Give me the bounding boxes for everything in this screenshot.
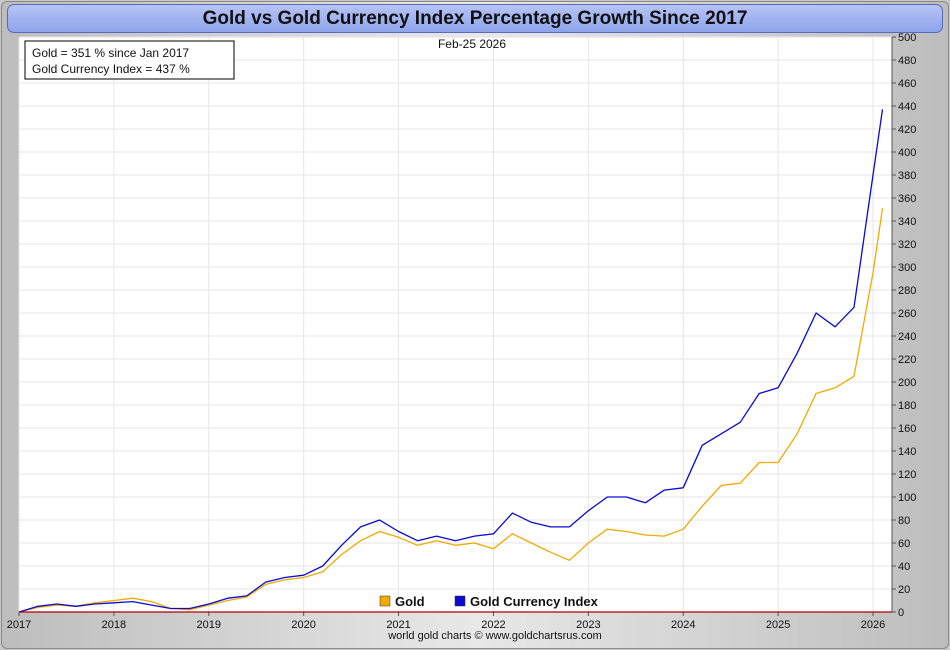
annotation-gci: Gold Currency Index = 437 % xyxy=(32,62,190,76)
y-tick-label: 100 xyxy=(898,492,916,504)
x-tick-label: 2026 xyxy=(861,619,885,631)
y-tick-label: 320 xyxy=(898,239,916,251)
y-tick-label: 20 xyxy=(898,584,910,596)
y-tick-label: 500 xyxy=(898,32,916,44)
legend-label-gci: Gold Currency Index xyxy=(470,594,599,609)
x-tick-label: 2025 xyxy=(766,619,790,631)
x-tick-label: 2022 xyxy=(481,619,505,631)
y-tick-label: 300 xyxy=(898,262,916,274)
x-tick-label: 2018 xyxy=(102,619,126,631)
y-tick-label: 400 xyxy=(898,147,916,159)
plot-area xyxy=(18,36,893,613)
y-tick-label: 440 xyxy=(898,101,916,113)
date-label: Feb-25 2026 xyxy=(438,37,506,51)
y-tick-label: 340 xyxy=(898,216,916,228)
y-tick-label: 220 xyxy=(898,354,916,366)
x-tick-label: 2017 xyxy=(7,619,31,631)
y-tick-label: 200 xyxy=(898,377,916,389)
y-tick-label: 360 xyxy=(898,193,916,205)
x-tick-label: 2019 xyxy=(197,619,221,631)
legend: Gold Gold Currency Index xyxy=(379,594,599,609)
y-tick-label: 420 xyxy=(898,124,916,136)
x-tick-label: 2023 xyxy=(576,619,600,631)
credit-text: world gold charts © www.goldchartsrus.co… xyxy=(388,630,602,642)
y-tick-label: 460 xyxy=(898,78,916,90)
y-axis: 0 20 40 60 80 100 120 140 160 180 200 220 240 260 280 3… xyxy=(891,32,916,619)
y-tick-label: 60 xyxy=(898,538,910,550)
series-line-gold xyxy=(18,208,884,613)
y-tick-label: 0 xyxy=(898,607,904,619)
y-tick-label: 480 xyxy=(898,55,916,67)
series-lines xyxy=(18,109,884,613)
legend-label-gold: Gold xyxy=(395,594,425,609)
y-tick-label: 260 xyxy=(898,308,916,320)
series-line-gold-currency-index xyxy=(18,109,884,613)
y-tick-label: 380 xyxy=(898,170,916,182)
annotation-box: Gold = 351 % since Jan 2017 Gold Currenc… xyxy=(24,40,235,80)
y-tick-label: 120 xyxy=(898,469,916,481)
legend-swatch-gold xyxy=(379,595,391,607)
chart-title: Gold vs Gold Currency Index Percentage G… xyxy=(202,7,748,29)
annotation-gold: Gold = 351 % since Jan 2017 xyxy=(32,46,189,60)
x-tick-label: 2021 xyxy=(386,619,410,631)
y-tick-label: 240 xyxy=(898,331,916,343)
y-tick-label: 80 xyxy=(898,515,910,527)
y-tick-label: 160 xyxy=(898,423,916,435)
y-tick-label: 140 xyxy=(898,446,916,458)
x-axis: 2017 2018 2019 2020 2021 2022 2023 2024 2025 2026 xyxy=(7,612,885,631)
x-tick-label: 2020 xyxy=(291,619,315,631)
y-tick-label: 40 xyxy=(898,561,910,573)
y-tick-label: 180 xyxy=(898,400,916,412)
x-tick-label: 2024 xyxy=(671,619,695,631)
legend-swatch-gci xyxy=(454,595,466,607)
y-tick-label: 280 xyxy=(898,285,916,297)
title-bar: Gold vs Gold Currency Index Percentage G… xyxy=(7,4,943,33)
